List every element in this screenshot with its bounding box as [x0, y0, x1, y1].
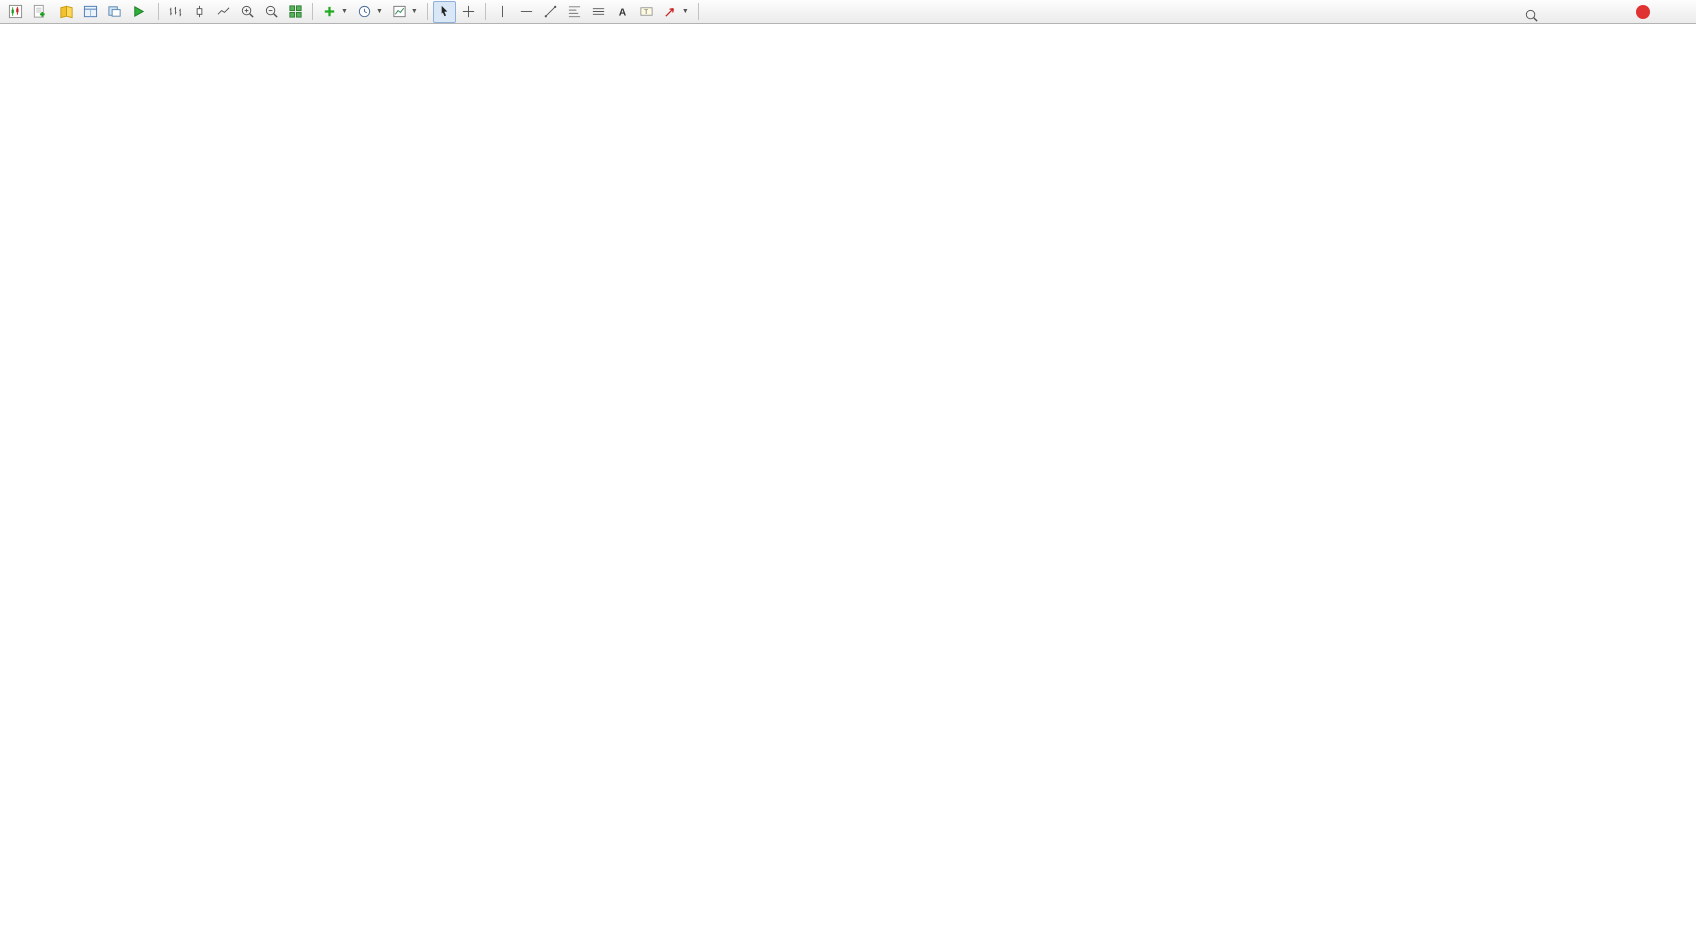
- bar-chart-button[interactable]: [164, 1, 187, 23]
- tile-windows-icon: [289, 5, 302, 18]
- templates-button[interactable]: ▼: [388, 1, 422, 23]
- market-watch-button[interactable]: [55, 1, 78, 23]
- arrows-button[interactable]: ▼: [659, 1, 693, 23]
- horizontal-line-icon: [520, 11, 532, 12]
- shapes-button[interactable]: [587, 1, 610, 23]
- arrow-tool-icon: [665, 8, 674, 17]
- data-window-button[interactable]: [79, 1, 102, 23]
- toolbar-separator: [426, 3, 428, 20]
- text-label-button[interactable]: T: [635, 1, 658, 23]
- dropdown-caret-icon: ▼: [341, 8, 348, 15]
- toolbar-separator: [158, 3, 159, 20]
- cursor-icon: [441, 5, 448, 17]
- search-icon: [1525, 9, 1538, 22]
- vertical-line-icon: [501, 5, 503, 18]
- fibonacci-icon: [568, 6, 580, 18]
- horizontal-line-button[interactable]: [515, 1, 538, 23]
- timeframe-m5[interactable]: [733, 2, 761, 22]
- new-order-button[interactable]: [28, 1, 54, 23]
- notification-badge[interactable]: [1636, 5, 1650, 19]
- bar-chart-icon: [169, 6, 182, 17]
- cursor-button[interactable]: [432, 0, 456, 23]
- new-order-icon: [33, 4, 45, 18]
- text-button[interactable]: A: [611, 1, 634, 23]
- timeframe-m1[interactable]: [704, 2, 732, 22]
- fibonacci-button[interactable]: [563, 1, 586, 23]
- dropdown-caret-icon: ▼: [410, 8, 418, 15]
- dropdown-caret-icon: ▼: [681, 8, 689, 15]
- navigator-button[interactable]: [103, 1, 126, 23]
- crosshair-icon: [462, 5, 474, 18]
- chart-icon: [8, 4, 23, 19]
- vertical-line-button[interactable]: [491, 1, 514, 23]
- timeframe-h1[interactable]: [820, 2, 848, 22]
- timeframe-m15[interactable]: [762, 2, 790, 22]
- template-chart-icon: [393, 5, 406, 18]
- periods-button[interactable]: ▼: [353, 1, 387, 23]
- chart-window-button[interactable]: [4, 1, 27, 23]
- navigator-icon: [108, 6, 121, 17]
- zoom-out-icon: [265, 5, 278, 18]
- zoom-out-button[interactable]: [260, 1, 283, 23]
- svg-text:T: T: [644, 9, 648, 16]
- trendline-icon: [544, 5, 557, 18]
- dropdown-caret-icon: ▼: [375, 8, 383, 15]
- label-icon: T: [640, 7, 653, 16]
- clock-icon: [358, 5, 371, 18]
- book-icon: [60, 5, 73, 19]
- line-chart-icon: [217, 7, 230, 15]
- zoom-in-button[interactable]: [236, 1, 259, 23]
- candlestick-icon: [196, 5, 203, 18]
- timeframe-h4[interactable]: [849, 2, 877, 22]
- add-indicator-icon: [324, 6, 335, 17]
- toolbar-separator: [312, 3, 313, 20]
- timeframe-m30[interactable]: [791, 2, 819, 22]
- zoom-in-icon: [241, 5, 254, 18]
- main-toolbar: ▼ ▼ ▼ A T ▼: [0, 0, 1696, 24]
- svg-text:A: A: [619, 7, 627, 18]
- levels-icon: [592, 8, 604, 15]
- trendline-button[interactable]: [539, 1, 562, 23]
- search-button[interactable]: [1520, 4, 1543, 26]
- candlestick-chart-button[interactable]: [188, 1, 211, 23]
- autotrading-play-icon: [134, 6, 145, 17]
- tile-windows-button[interactable]: [284, 1, 307, 23]
- timeframe-mn[interactable]: [936, 2, 964, 22]
- toolbar-separator: [697, 3, 699, 20]
- line-chart-button[interactable]: [212, 1, 235, 23]
- autotrading-button[interactable]: [127, 1, 153, 23]
- toolbar-separator: [484, 3, 486, 20]
- timeframe-d1[interactable]: [878, 2, 906, 22]
- text-icon: A: [619, 7, 627, 18]
- data-window-icon: [83, 5, 98, 18]
- timeframe-w1[interactable]: [907, 2, 935, 22]
- crosshair-button[interactable]: [457, 1, 480, 23]
- indicators-button[interactable]: ▼: [318, 1, 352, 23]
